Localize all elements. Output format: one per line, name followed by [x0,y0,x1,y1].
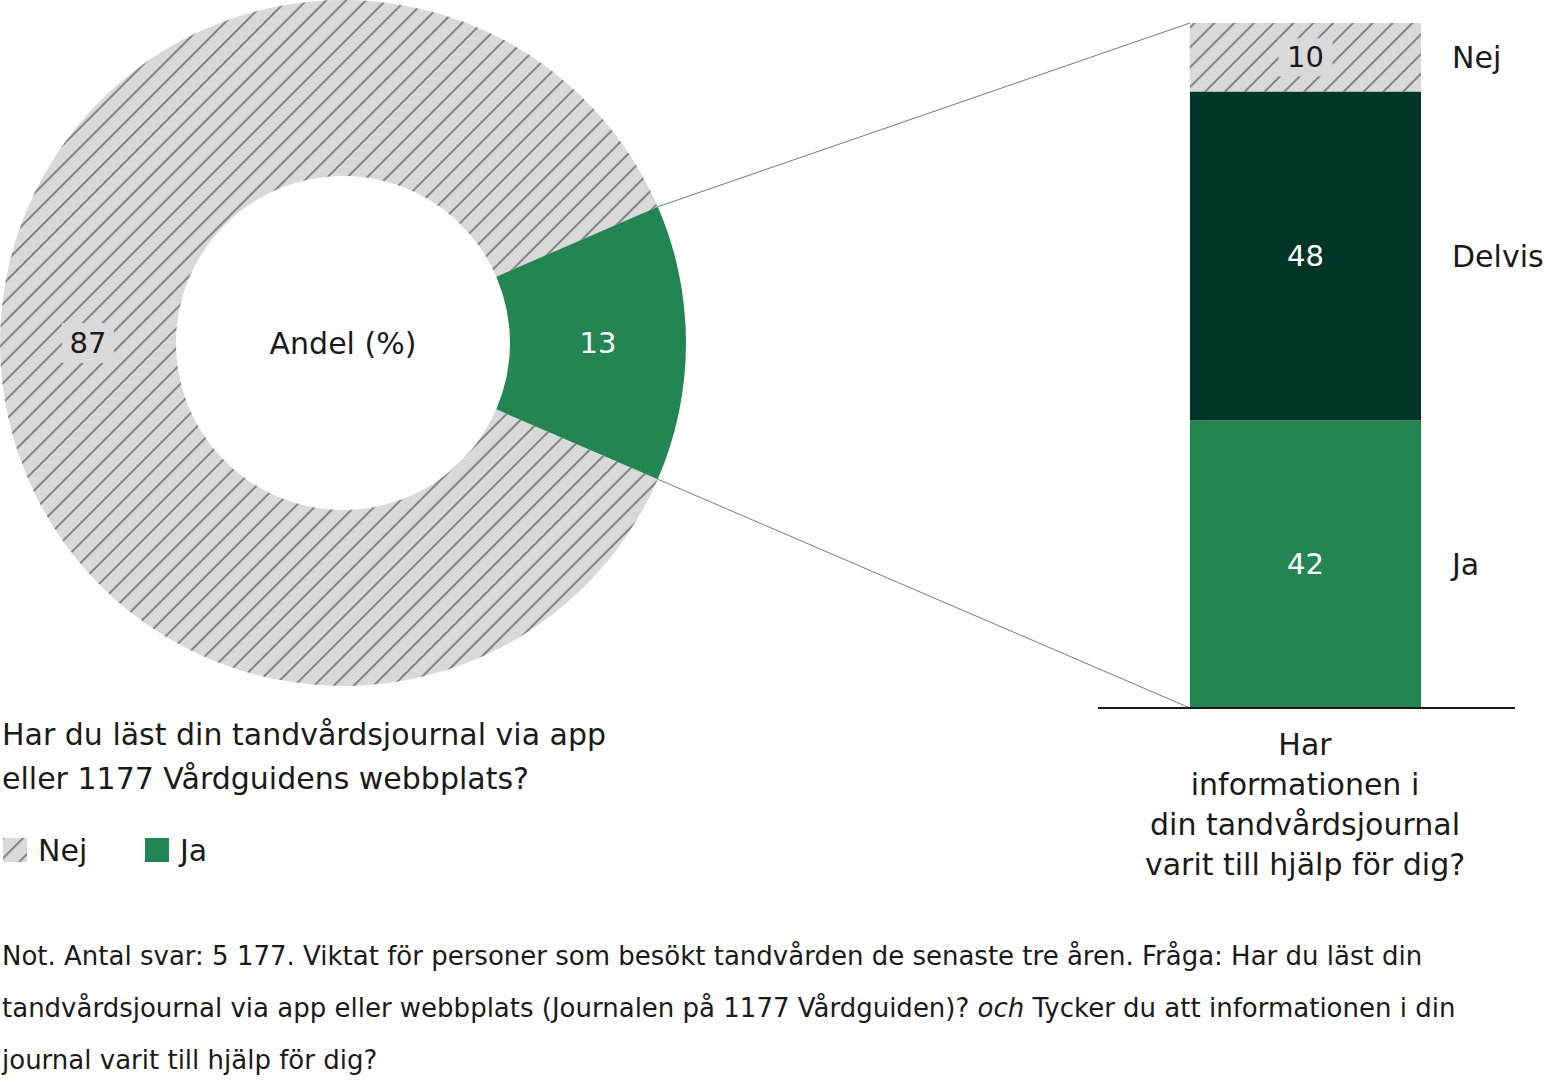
data-label: 87 [70,326,107,360]
axis-label: din tandvårdsjournal [1150,807,1460,842]
label-bg [62,323,114,363]
donut-labels: 87 13 [62,323,616,363]
connector [658,23,1190,207]
data-label: 10 [1287,40,1324,74]
axis-label: varit till hjälp för dig? [1145,847,1465,882]
donut [0,0,686,686]
series-label: Delvis [1452,239,1544,274]
title: Har du läst din tandvårdsjournal via app [2,717,606,752]
bar-labels: 42 48 10 [1279,38,1333,581]
series-label: Nej [1452,40,1501,75]
data-label: 48 [1287,239,1324,273]
connector [658,479,1190,708]
bars [1190,23,1421,708]
legend-label: Nej [38,833,87,868]
note-text: och [978,993,1025,1023]
data-label: 13 [580,326,617,360]
bar-segment [1190,420,1421,708]
title: eller 1177 Vårdguidens webbplats? [2,761,529,796]
bar-segment [1190,92,1421,421]
baseline [1098,707,1515,709]
axis-label: informationen i [1191,767,1420,802]
series-label: Ja [1450,547,1479,582]
legend-swatch [3,838,27,862]
bar-segment [1190,23,1421,92]
center-label: Andel (%) [270,326,417,361]
legend-label: Ja [178,833,207,868]
legend-swatch [145,838,169,862]
axis-label: Har [1278,727,1332,762]
note: Not. Antal svar: 5 177. Viktat för perso… [2,930,1538,1081]
donut-slice [496,207,686,479]
data-label: 42 [1287,547,1324,581]
chart-canvas: 87 13 Andel (%) Har du läst din tandvårdsjo… [0,0,1544,1081]
label-bg [1279,38,1333,76]
